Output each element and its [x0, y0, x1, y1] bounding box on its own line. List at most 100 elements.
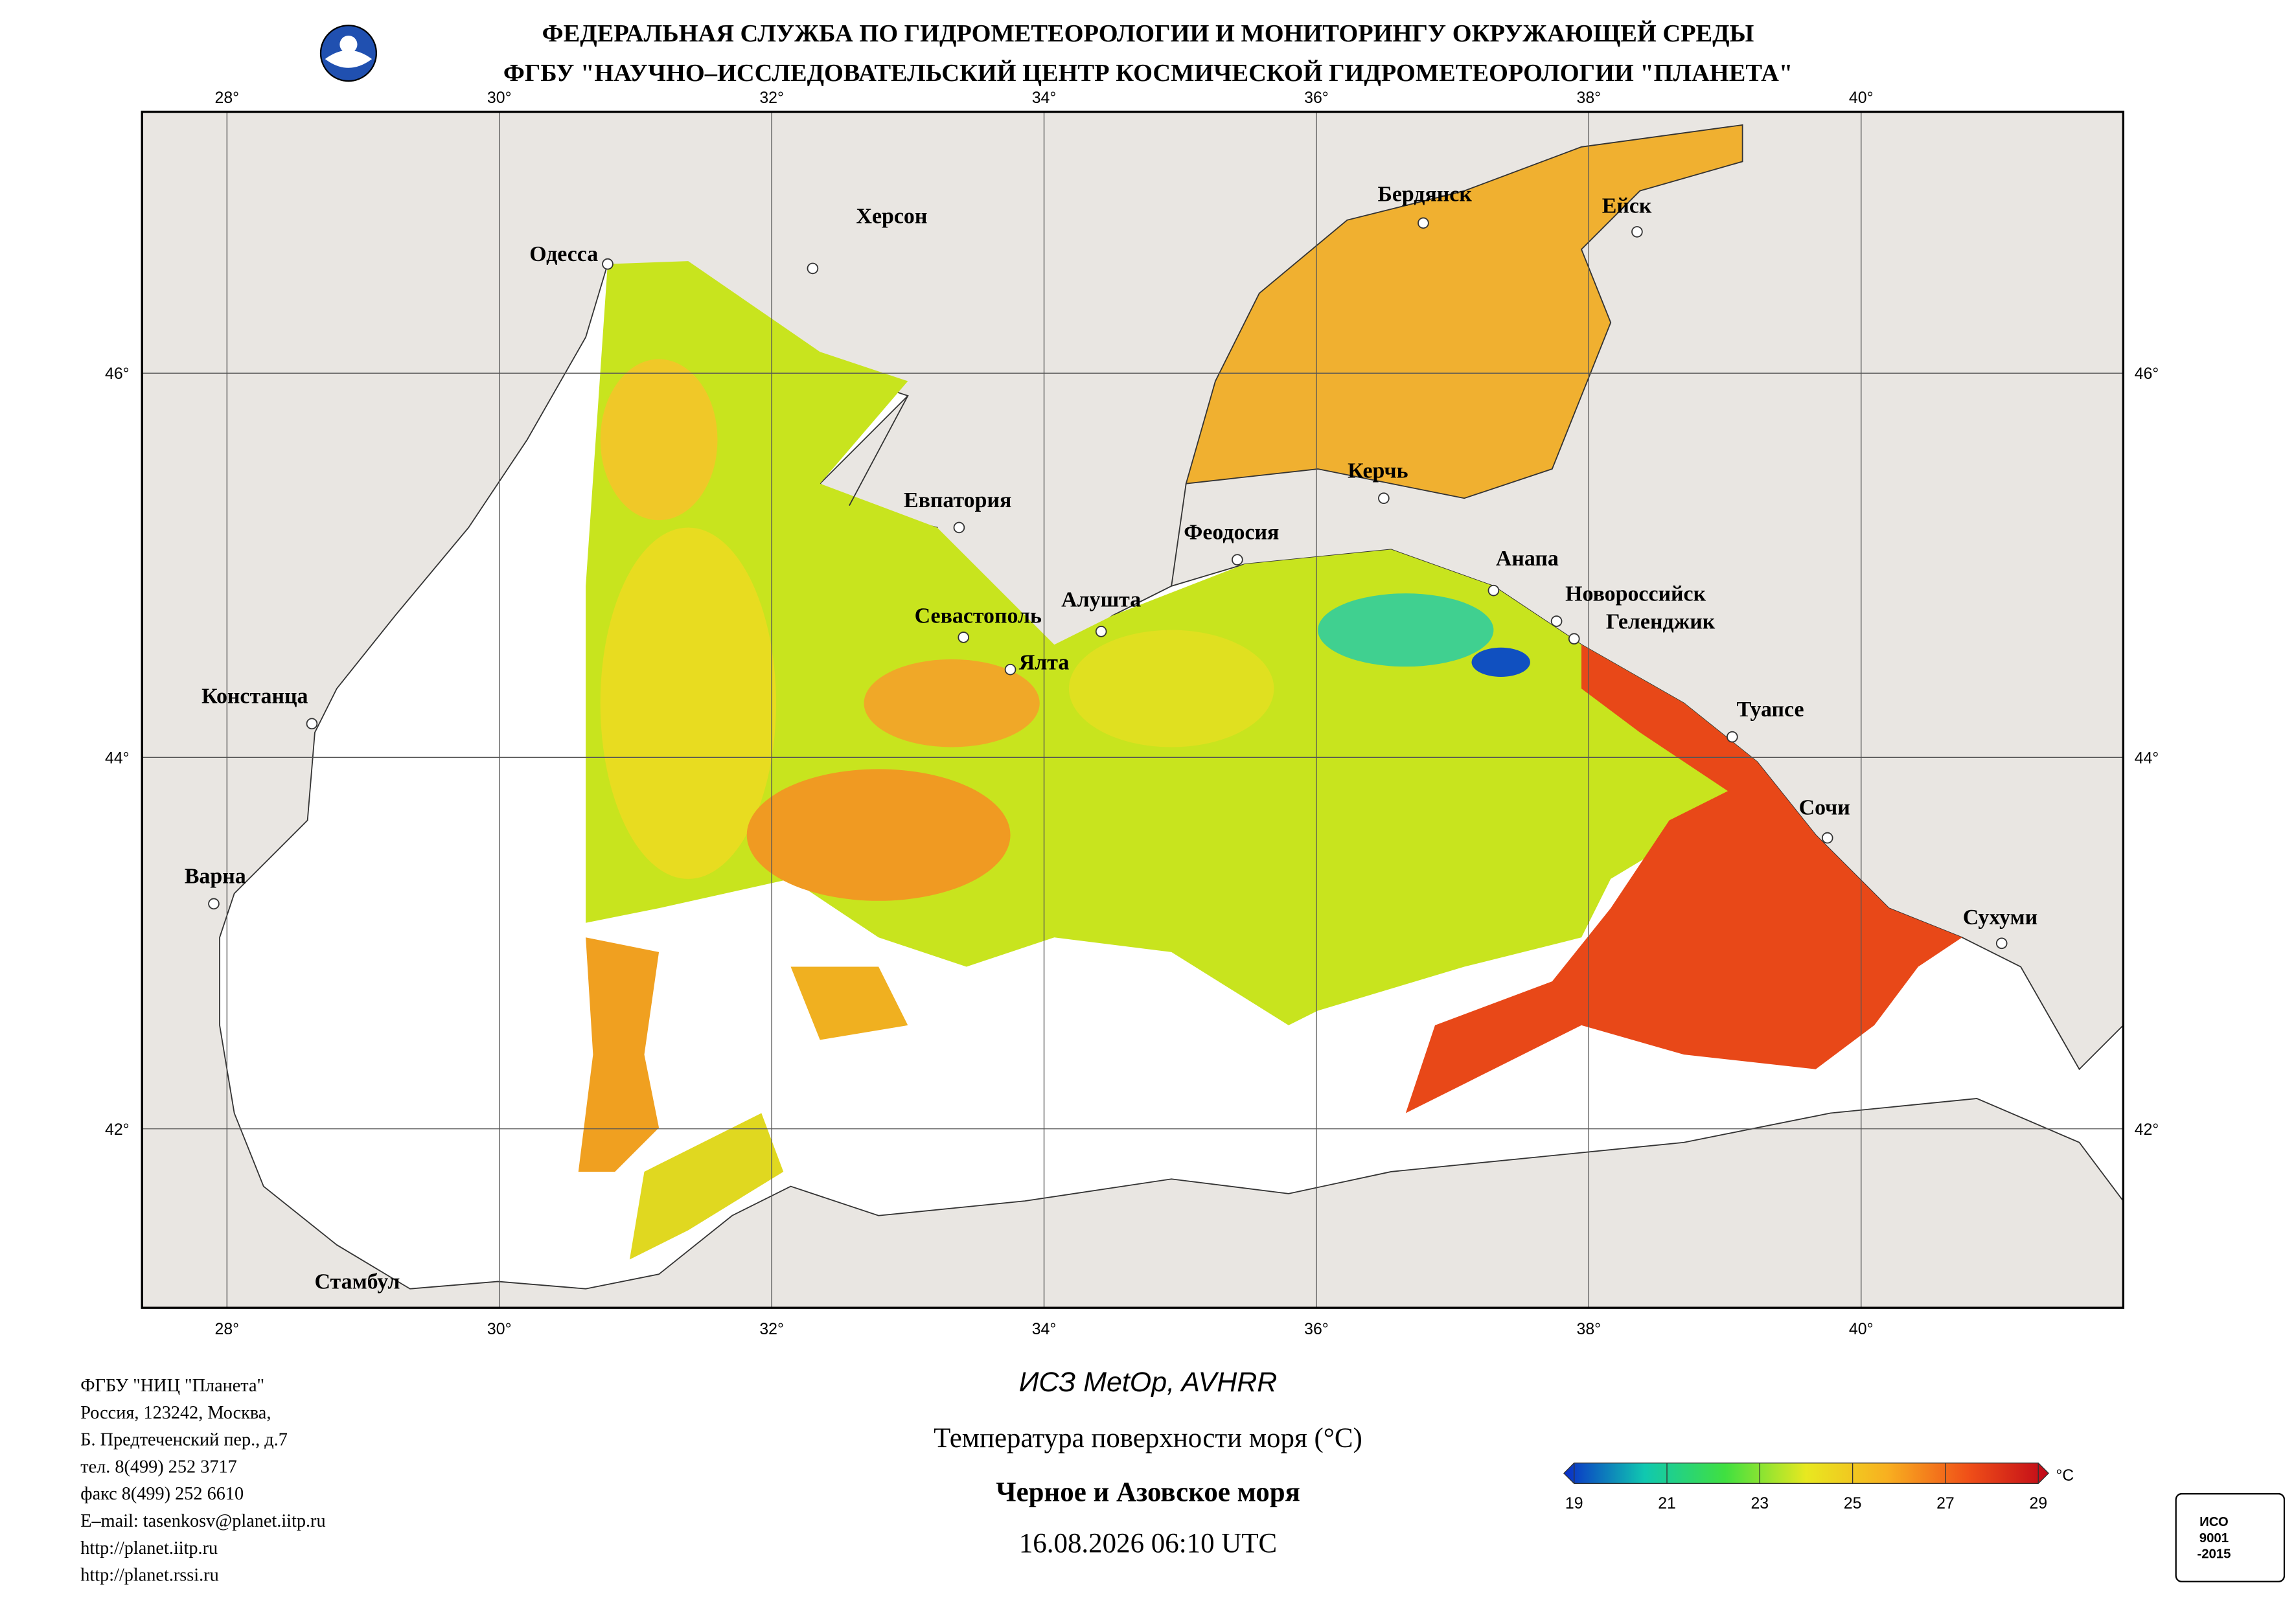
colorbar-label: 29 — [2029, 1494, 2047, 1512]
colorbar-label: 23 — [1751, 1494, 1769, 1512]
city-label: Сухуми — [1963, 906, 2038, 929]
lon-label: 28° — [215, 89, 240, 107]
caption-region: Черное и Азовское моря — [996, 1477, 1300, 1507]
colorbar-unit: °C — [2056, 1466, 2074, 1485]
colorbar-label: 21 — [1658, 1494, 1676, 1512]
lat-label: 46° — [105, 365, 130, 383]
city-marker — [1487, 584, 1500, 597]
iso-badge: ИСО 9001 -2015 — [2175, 1493, 2286, 1582]
city-label: Сочи — [1799, 795, 1850, 819]
city-label: Одесса — [529, 242, 598, 266]
logo — [319, 25, 378, 82]
colorbar-label: 25 — [1844, 1494, 1862, 1512]
sst-patch — [1405, 644, 1962, 1113]
city-marker — [1378, 492, 1390, 505]
footer-line: тел. 8(499) 252 3717 — [80, 1457, 236, 1477]
colorbar — [1563, 1463, 2049, 1485]
map-frame — [141, 110, 2124, 1309]
city-label: Констанца — [201, 685, 308, 709]
lat-label: 46° — [2135, 365, 2159, 383]
iso-text: -2015 — [2197, 1547, 2231, 1562]
footer-line: ФГБУ "НИЦ "Планета" — [80, 1376, 264, 1396]
caption-satellite: ИСЗ MetOp, AVHRR — [1019, 1367, 1278, 1398]
city-label: Анапа — [1496, 547, 1559, 571]
lon-label: 30° — [487, 1320, 512, 1338]
city-marker — [1550, 615, 1563, 627]
city-marker — [1095, 626, 1107, 637]
lon-label: 30° — [487, 89, 512, 107]
city-label: Евпатория — [904, 488, 1011, 512]
city-label: Бердянск — [1377, 182, 1472, 206]
city-label: Севастополь — [915, 604, 1042, 628]
city-marker — [1418, 217, 1429, 229]
city-label: Керчь — [1348, 459, 1408, 483]
city-marker — [306, 718, 318, 730]
city-label: Ейск — [1602, 194, 1652, 218]
city-label: Ялта — [1019, 651, 1070, 675]
lon-label: 34° — [1032, 89, 1057, 107]
city-label: Херсон — [856, 204, 928, 228]
sst-patch — [600, 359, 718, 521]
city-marker — [953, 521, 965, 534]
city-marker — [1004, 663, 1016, 676]
caption-product: Температура поверхности моря (°C) — [934, 1423, 1362, 1453]
city-marker — [807, 262, 819, 275]
lon-label: 38° — [1577, 89, 1601, 107]
city-marker — [1631, 226, 1643, 238]
lon-label: 38° — [1577, 1320, 1601, 1338]
colorbar-label: 27 — [1936, 1494, 1955, 1512]
coast-crimea — [849, 395, 1187, 586]
sst-patch — [1471, 647, 1530, 677]
city-label: Феодосия — [1184, 521, 1279, 545]
sst-patch — [864, 659, 1040, 747]
footer-line: Б. Предтеченский пер., д.7 — [80, 1430, 288, 1450]
lat-label: 44° — [2135, 749, 2159, 767]
city-label: Новороссийск — [1565, 582, 1706, 606]
city-label: Стамбул — [315, 1270, 400, 1294]
lon-label: 36° — [1304, 89, 1329, 107]
city-marker — [1232, 554, 1243, 565]
footer-line: Россия, 123242, Москва, — [80, 1403, 271, 1423]
sst-patch — [790, 966, 908, 1040]
city-marker — [1821, 832, 1833, 844]
city-marker — [208, 898, 220, 910]
lon-label: 28° — [215, 1320, 240, 1338]
sst-patch — [746, 769, 1011, 901]
sst-patch — [1318, 593, 1494, 667]
header-line: ФЕДЕРАЛЬНАЯ СЛУЖБА ПО ГИДРОМЕТЕОРОЛОГИИ … — [542, 20, 1754, 47]
sst-patch — [578, 937, 660, 1172]
city-marker — [1727, 731, 1738, 743]
lon-label: 32° — [759, 1320, 784, 1338]
footer-line: факс 8(499) 252 6610 — [80, 1484, 244, 1504]
city-label: Варна — [185, 865, 246, 889]
iso-text: 9001 — [2199, 1531, 2229, 1545]
iso-text: ИСО — [2199, 1515, 2229, 1529]
city-label: Геленджик — [1606, 610, 1716, 633]
caption-datetime: 16.08.2026 06:10 UTC — [1019, 1529, 1277, 1559]
azov-sea — [1185, 124, 1743, 499]
city-marker — [958, 632, 970, 643]
sst-patch — [1068, 630, 1274, 747]
lon-label: 40° — [1849, 89, 1874, 107]
sst-patch — [629, 1113, 784, 1260]
lon-label: 40° — [1849, 1320, 1874, 1338]
footer-line: http://planet.rssi.ru — [80, 1566, 218, 1586]
lat-label: 44° — [105, 749, 130, 767]
city-marker — [1568, 633, 1580, 645]
lon-label: 34° — [1032, 1320, 1057, 1338]
colorbar-label: 19 — [1565, 1494, 1583, 1512]
city-label: Алушта — [1061, 588, 1141, 612]
sst-patch — [600, 527, 776, 879]
lat-label: 42° — [105, 1121, 130, 1139]
lon-label: 36° — [1304, 1320, 1329, 1338]
city-label: Туапсе — [1737, 698, 1804, 722]
city-marker — [602, 258, 614, 270]
map: Одесса Херсон Бердянск Ейск Керчь Евпатория Фе… — [142, 111, 2124, 1308]
lon-label: 32° — [759, 89, 784, 107]
footer-line: http://planet.iitp.ru — [80, 1538, 218, 1558]
header-line: ФГБУ "НАУЧНО–ИССЛЕДОВАТЕЛЬСКИЙ ЦЕНТР КОС… — [503, 60, 1793, 87]
footer-line: E–mail: tasenkosv@planet.iitp.ru — [80, 1511, 325, 1531]
lat-label: 42° — [2135, 1121, 2159, 1139]
